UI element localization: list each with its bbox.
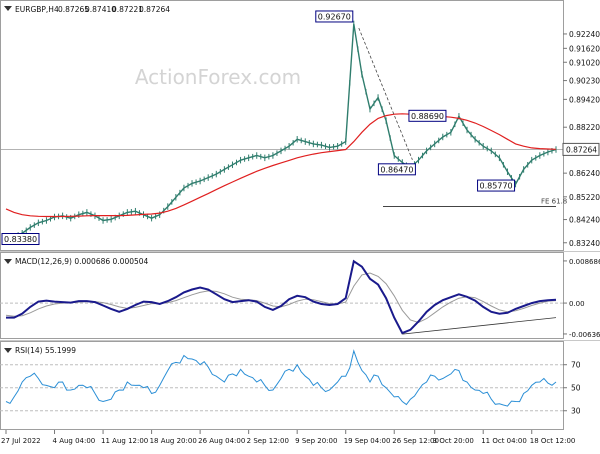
low-value: 0.87221: [112, 5, 143, 14]
rsi-panel-frame: [0, 341, 564, 430]
level-label-box: [477, 179, 516, 192]
y-tick-label: 0.85220: [569, 193, 600, 202]
level-label-box: [408, 109, 447, 122]
level-label: 0.83380: [4, 235, 37, 244]
x-tick-label: 11 Oct 04:00: [481, 437, 527, 445]
macd-panel-frame: [0, 252, 564, 339]
level-label-box: [377, 163, 416, 176]
high-value: 0.87410: [85, 5, 116, 14]
level-label-box: [1, 233, 40, 246]
level-label: 0.92670: [318, 12, 351, 21]
x-tick-label: 26 Aug 04:00: [198, 437, 245, 445]
fe-level-label: FE 61.8: [541, 198, 567, 206]
y-tick-label: 0.84240: [569, 216, 600, 225]
y-tick-label: 0.92240: [569, 30, 600, 39]
level-label: 0.86470: [380, 165, 413, 174]
x-tick-label: 11 Aug 12:00: [101, 437, 148, 445]
x-axis: 27 Jul 2022 4 Aug 04:00 11 Aug 12:00 18 Aug…: [1, 430, 575, 445]
y-tick-label: 50: [571, 384, 581, 393]
level-label: 0.85770: [480, 182, 513, 191]
dropdown-triangle-icon: [4, 259, 12, 264]
y-tick-label: 30: [571, 407, 581, 416]
close-value: 0.87264: [139, 5, 170, 14]
x-tick-label: 26 Sep 12:00: [392, 437, 439, 445]
rsi-label: RSI(14) 55.1999: [15, 346, 76, 355]
x-tick-label: 4 Aug 04:00: [53, 437, 96, 445]
current-price-box: [562, 142, 600, 156]
y-tick-label: -0.006366: [569, 331, 600, 339]
x-tick-label: 3 Oct 20:00: [433, 437, 474, 445]
y-tick-label: 0.008686: [569, 258, 600, 266]
open-value: 0.87265: [58, 5, 89, 14]
y-tick-label: 0.86240: [569, 169, 600, 178]
watermark: ActionForex.com: [135, 65, 301, 89]
symbol-label: EURGBP,H4: [15, 5, 59, 14]
rsi-line: [5, 349, 557, 407]
y-tick-label: 0.90230: [569, 77, 600, 86]
y-tick-label: 0.91020: [569, 58, 600, 67]
macd-label: MACD(12,26,9) 0.000686 0.000504: [15, 257, 149, 266]
y-tick-label: 0.83240: [569, 239, 600, 248]
x-tick-label: 18 Aug 20:00: [150, 437, 197, 445]
price-header: EURGBP,H4 0.87265 0.87410 0.87221 0.8726…: [4, 5, 170, 14]
y-tick-label: 0.88220: [569, 123, 600, 132]
y-tick-label: 0.00: [569, 300, 585, 308]
signal-line: [5, 272, 557, 324]
dropdown-triangle-icon: [4, 348, 12, 353]
dropdown-triangle-icon: [4, 6, 12, 11]
level-label-box: [315, 10, 354, 23]
x-tick-label: 18 Oct 12:00: [530, 437, 576, 445]
macd-trendline: [402, 317, 557, 335]
x-tick-label: 9 Sep 20:00: [295, 437, 337, 445]
price-layer: 0.92240 0.91620 0.91020 0.90230 0.89420 0.882…: [0, 10, 600, 248]
current-price-label: 0.87264: [566, 145, 597, 154]
macd-line: [6, 259, 557, 335]
y-tick-label: 0.89420: [569, 95, 600, 104]
level-label: 0.88690: [411, 112, 444, 121]
moving-average-line: [5, 113, 557, 218]
rsi-layer: RSI(14) 55.1999 70 50 30: [0, 346, 581, 416]
macd-layer: MACD(12,26,9) 0.000686 0.000504 0.008686…: [0, 257, 600, 339]
y-tick-label: 0.91620: [569, 44, 600, 53]
peak-trend-dashed-line: [358, 27, 413, 160]
price-panel-frame: [0, 0, 564, 251]
x-tick-label: 2 Sep 12:00: [247, 437, 289, 445]
x-tick-label: 27 Jul 2022: [1, 437, 41, 445]
y-tick-label: 70: [571, 361, 581, 370]
price-series: [5, 23, 557, 239]
x-tick-label: 19 Sep 04:00: [344, 437, 391, 445]
